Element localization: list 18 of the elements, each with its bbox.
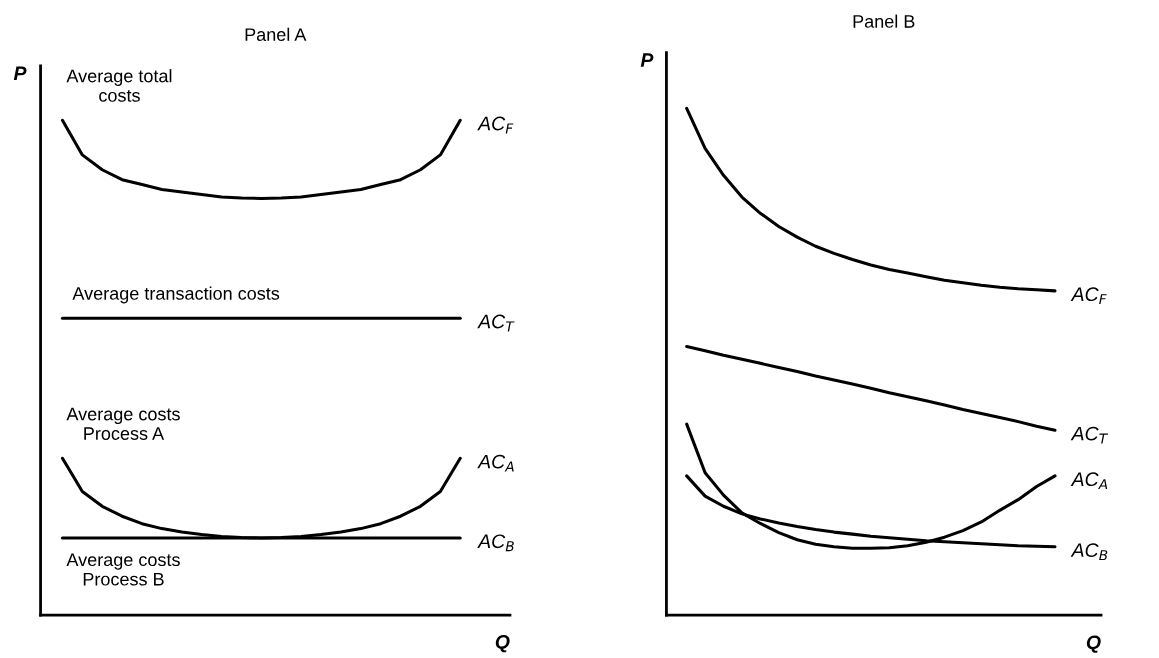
text: Average total costs [66,69,172,102]
y-axis-title: P [13,66,27,80]
x-axis-title: Q [1086,635,1101,653]
x-axis-title: Q [495,634,510,653]
chart-title: Panel B [853,14,915,28]
series-label: AC$_{T}$ [477,314,515,332]
series-label: AC$_{A}$ [1070,472,1108,490]
annotation: Average transaction costs [72,286,280,304]
annotation: Average costs Process B [66,553,180,586]
chart-title: Panel A [245,27,307,41]
series-label: AC$_{T}$ [1070,426,1108,444]
series-label: AC$_{F}$ [1070,287,1107,305]
y-axis-title: P [640,53,654,67]
series-label: AC$_{A}$ [477,454,514,472]
series-label: AC$_{B}$ [1070,543,1108,561]
annotation: Average costs Process A [66,407,180,440]
series-label: AC$_{B}$ [477,534,514,552]
series-label: AC$_{F}$ [477,116,514,134]
